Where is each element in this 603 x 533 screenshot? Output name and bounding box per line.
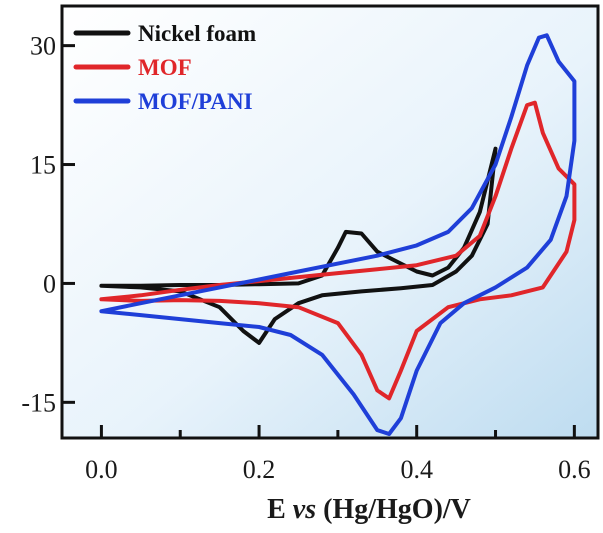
series-line-1 <box>99 146 498 345</box>
series-line-2 <box>99 100 577 401</box>
x-axis-title-part-2: (Hg/HgO)/V <box>316 494 471 525</box>
y-tick-label: 15 <box>30 151 56 180</box>
y-tick-label: -15 <box>21 388 56 417</box>
y-tick-label: 0 <box>43 269 56 298</box>
series-group <box>99 33 577 436</box>
x-tick-label: 0.0 <box>85 455 118 484</box>
x-axis-title-vs: vs <box>293 494 316 525</box>
legend-label-3: MOF/PANI <box>138 89 253 114</box>
x-tick-label: 0.6 <box>558 455 591 484</box>
x-tick-label: 0.2 <box>243 455 276 484</box>
y-tick-label: 30 <box>30 32 56 61</box>
legend-label-1: Nickel foam <box>138 21 256 46</box>
x-tick-label: 0.4 <box>400 455 433 484</box>
legend-label-2: MOF <box>138 55 192 80</box>
series-line-3 <box>99 33 577 436</box>
x-axis-title-part-1: E <box>267 494 293 525</box>
axes: 0.0 0.2 0.4 0.6 30 15 0 -15 <box>21 32 590 484</box>
legend: Nickel foam MOF MOF/PANI <box>73 21 256 114</box>
x-axis-title: E vs (Hg/HgO)/V <box>267 494 471 525</box>
